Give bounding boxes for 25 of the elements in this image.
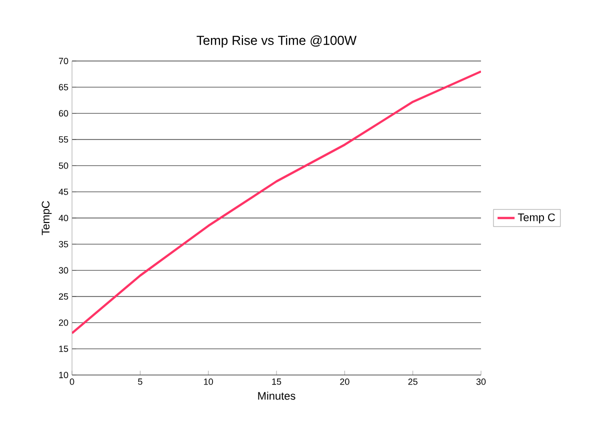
legend-label: Temp C bbox=[518, 213, 555, 224]
y-tick-label: 60 bbox=[58, 110, 68, 117]
y-tick-label: 45 bbox=[58, 188, 68, 195]
x-axis-title: Minutes bbox=[258, 392, 296, 400]
y-tick-label: 40 bbox=[58, 214, 68, 222]
y-tick-label: 35 bbox=[58, 240, 68, 248]
x-tick-label: 5 bbox=[138, 378, 142, 385]
y-tick-label: 70 bbox=[58, 58, 68, 64]
y-tick-label: 50 bbox=[58, 162, 68, 169]
y-tick-label: 65 bbox=[58, 84, 68, 90]
y-tick-label: 30 bbox=[58, 267, 68, 274]
line-series bbox=[72, 70, 482, 334]
chart-title: Temp Rise vs Time @100W bbox=[196, 35, 357, 48]
y-tick-label: 55 bbox=[58, 136, 68, 143]
y-tick-label: 15 bbox=[59, 346, 68, 352]
x-tick-label: 30 bbox=[476, 378, 486, 385]
y-tick-label: 20 bbox=[58, 319, 68, 326]
y-axis-title: TempC bbox=[42, 201, 52, 236]
x-tick-label: 25 bbox=[408, 378, 418, 385]
x-tick-label: 0 bbox=[70, 378, 74, 385]
y-tick-label: 25 bbox=[58, 293, 68, 300]
x-tick-label: 10 bbox=[204, 378, 213, 385]
y-tick-label: 10 bbox=[59, 372, 68, 378]
x-tick-label: 15 bbox=[272, 378, 282, 385]
x-tick-label: 20 bbox=[340, 378, 350, 385]
